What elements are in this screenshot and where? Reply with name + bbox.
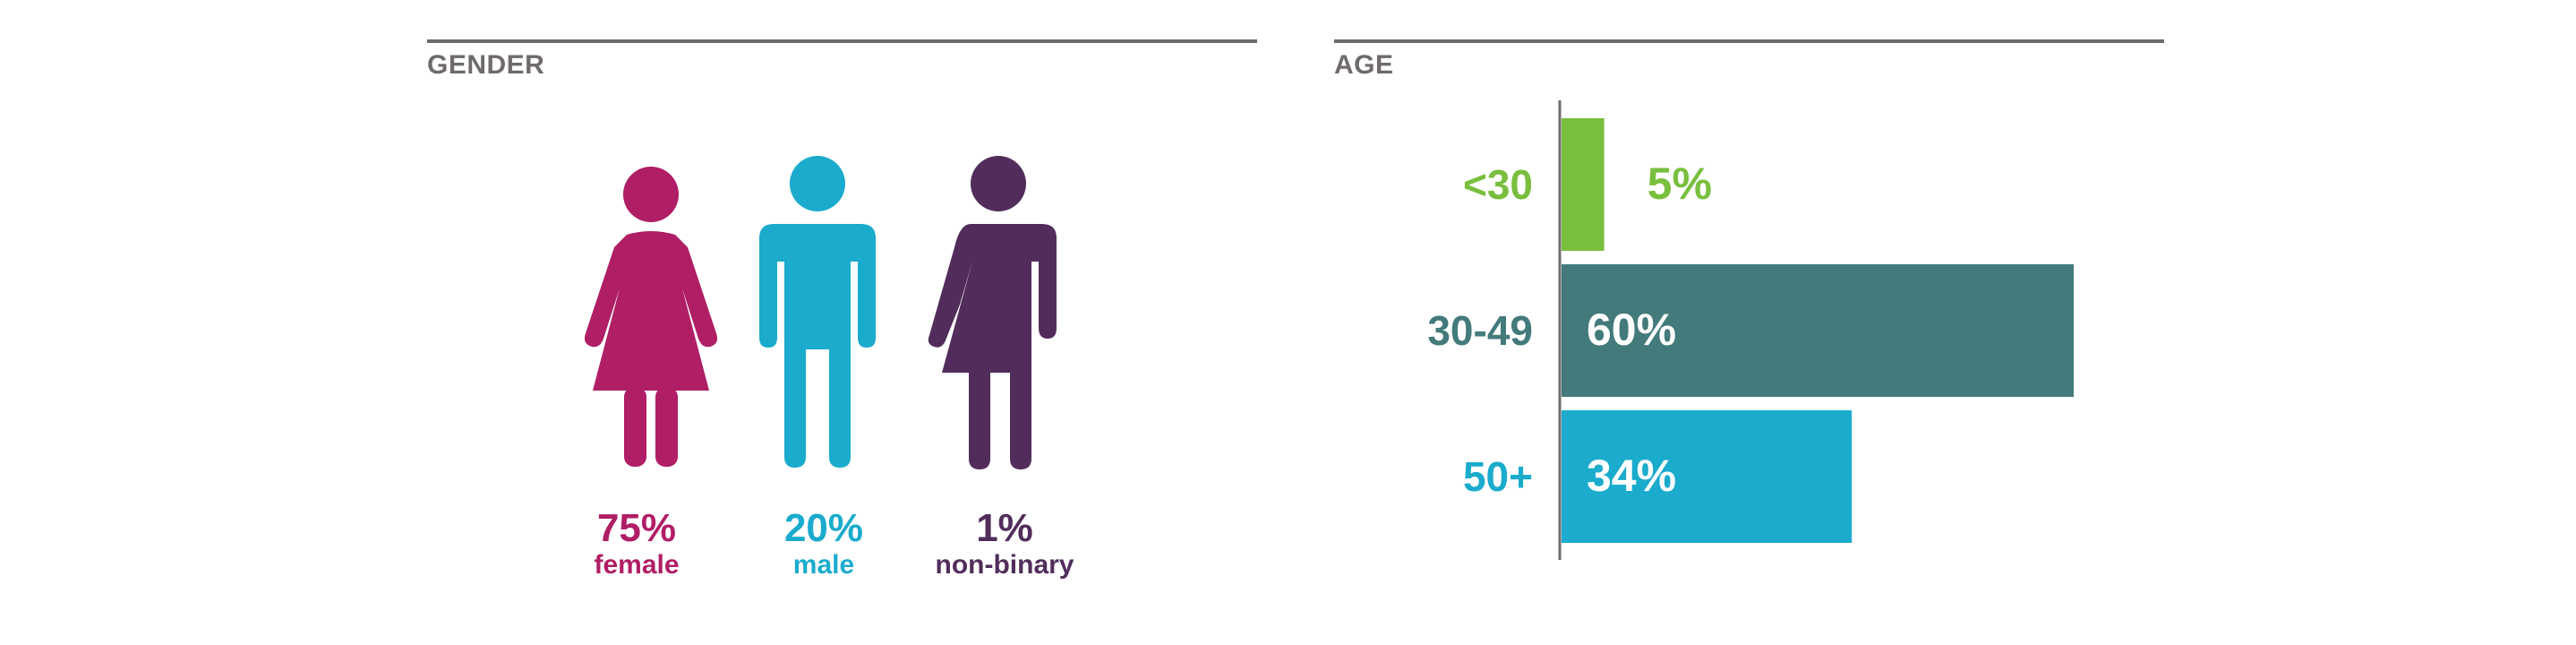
age-panel-rule	[1334, 39, 2164, 43]
age-value-label-50-plus: 34%	[1587, 451, 1676, 501]
male-figure-icon	[759, 156, 876, 468]
male-percent: 20%	[784, 506, 863, 550]
age-category-label-50-plus: 50+	[1463, 453, 1533, 500]
age-bar-30-49	[1562, 264, 2074, 397]
age-category-label-under-30: <30	[1463, 161, 1533, 208]
non-binary-label: non-binary	[936, 550, 1074, 580]
non-binary-percent: 1%	[976, 506, 1033, 550]
age-category-label-30-49: 30-49	[1427, 307, 1533, 354]
age-bar-under-30	[1562, 118, 1605, 251]
female-percent: 75%	[597, 506, 676, 550]
male-label: male	[793, 550, 854, 580]
gender-panel-title: GENDER	[427, 50, 545, 80]
age-panel-title: AGE	[1334, 50, 1394, 80]
age-value-label-30-49: 60%	[1587, 305, 1676, 355]
non-binary-figure-icon	[928, 156, 1057, 469]
age-value-label-under-30: 5%	[1647, 159, 1712, 209]
female-figure-icon	[584, 167, 718, 467]
age-bar-50-plus	[1562, 410, 1853, 543]
female-label: female	[594, 550, 679, 580]
gender-panel-rule	[427, 39, 1257, 43]
